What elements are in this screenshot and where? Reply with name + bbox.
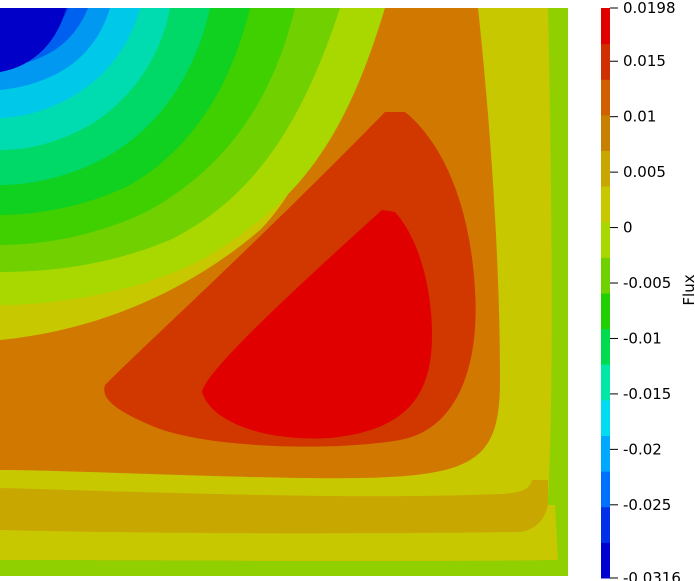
contour-band-red-core	[202, 210, 432, 439]
colorbar-title: Flux	[680, 274, 695, 305]
colorbar-ticks: 0.0198 0.015 0.01 0.005 0 -0.005 -0.01 -0.015 -0…	[610, 0, 681, 581]
colorbar-band	[601, 43, 610, 80]
colorbar-band	[601, 471, 610, 508]
colorbar-tick-label: 0.0198	[623, 0, 676, 17]
colorbar-band	[601, 150, 610, 187]
contour-bands-min	[0, 8, 385, 305]
colorbar-band	[601, 114, 610, 151]
contour-band-min-core	[0, 8, 66, 72]
colorbar-tick-label: 0.015	[623, 52, 666, 70]
colorbar-band	[601, 221, 610, 258]
colorbar-band	[601, 8, 610, 45]
colorbar-tick-label: -0.025	[623, 496, 671, 514]
contour-bands	[0, 8, 568, 576]
colorbar-tick-label: -0.015	[623, 385, 671, 403]
colorbar-band	[601, 542, 610, 579]
colorbar-band	[601, 257, 610, 294]
contour-band-bottom-2	[0, 505, 558, 561]
colorbar-tick-label: 0.01	[623, 108, 656, 126]
colorbar-band	[601, 364, 610, 401]
colorbar-tick-label: -0.02	[623, 440, 662, 458]
colorbar-band	[601, 79, 610, 116]
colorbar-bands	[601, 8, 610, 579]
colorbar-band	[601, 186, 610, 223]
colorbar-tick-label: -0.01	[623, 329, 662, 347]
colorbar-tick-label: 0	[623, 219, 633, 237]
colorbar-band	[601, 293, 610, 330]
colorbar-tick-label: -0.005	[623, 274, 671, 292]
colorbar-tick-label: 0.005	[623, 163, 666, 181]
colorbar-band	[601, 506, 610, 543]
colorbar-band	[601, 328, 610, 365]
colorbar-tick-label: -0.0316	[623, 569, 681, 581]
colorbar-band	[601, 399, 610, 436]
colorbar-band	[601, 435, 610, 472]
